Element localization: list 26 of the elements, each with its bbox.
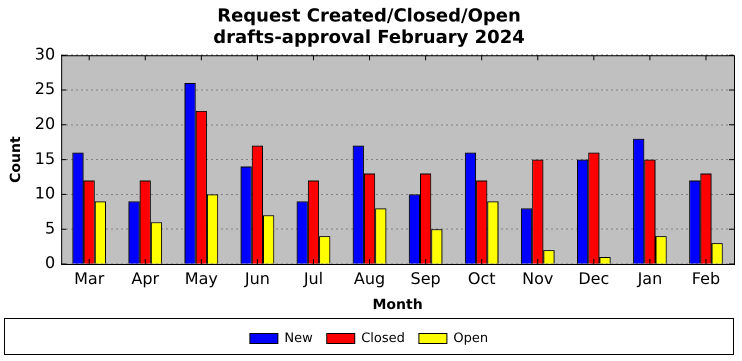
chart-title: Request Created/Closed/Open <box>217 5 521 26</box>
y-tick-label: 25 <box>34 79 56 98</box>
y-tick-label: 15 <box>34 148 56 168</box>
x-tick-label: Jan <box>636 268 662 288</box>
y-tick-label: 5 <box>44 218 56 238</box>
x-tick-label: Mar <box>74 268 105 288</box>
x-tick-label: Oct <box>468 268 496 288</box>
x-tick-label: Jun <box>244 268 270 288</box>
x-tick-label: Nov <box>522 268 554 288</box>
y-tick-label: 20 <box>34 114 56 133</box>
x-tick-label: Dec <box>578 268 610 288</box>
legend-label: Closed <box>361 330 405 346</box>
y-tick-label: 10 <box>34 184 56 203</box>
y-tick-label: 30 <box>34 44 56 64</box>
y-tick-label: 0 <box>44 253 56 272</box>
x-tick-label: Jul <box>302 268 324 288</box>
x-tick-label: May <box>184 268 218 288</box>
chart-subtitle: drafts-approval February 2024 <box>213 27 525 48</box>
legend-label: Open <box>453 330 488 346</box>
y-axis-title: Count <box>8 136 24 183</box>
legend-label: New <box>284 330 314 346</box>
x-tick-label: Apr <box>131 268 160 288</box>
x-axis-title: Month <box>372 297 423 314</box>
x-tick-label: Sep <box>410 268 441 288</box>
x-tick-label: Feb <box>692 268 720 288</box>
x-tick-label: Aug <box>354 268 386 288</box>
